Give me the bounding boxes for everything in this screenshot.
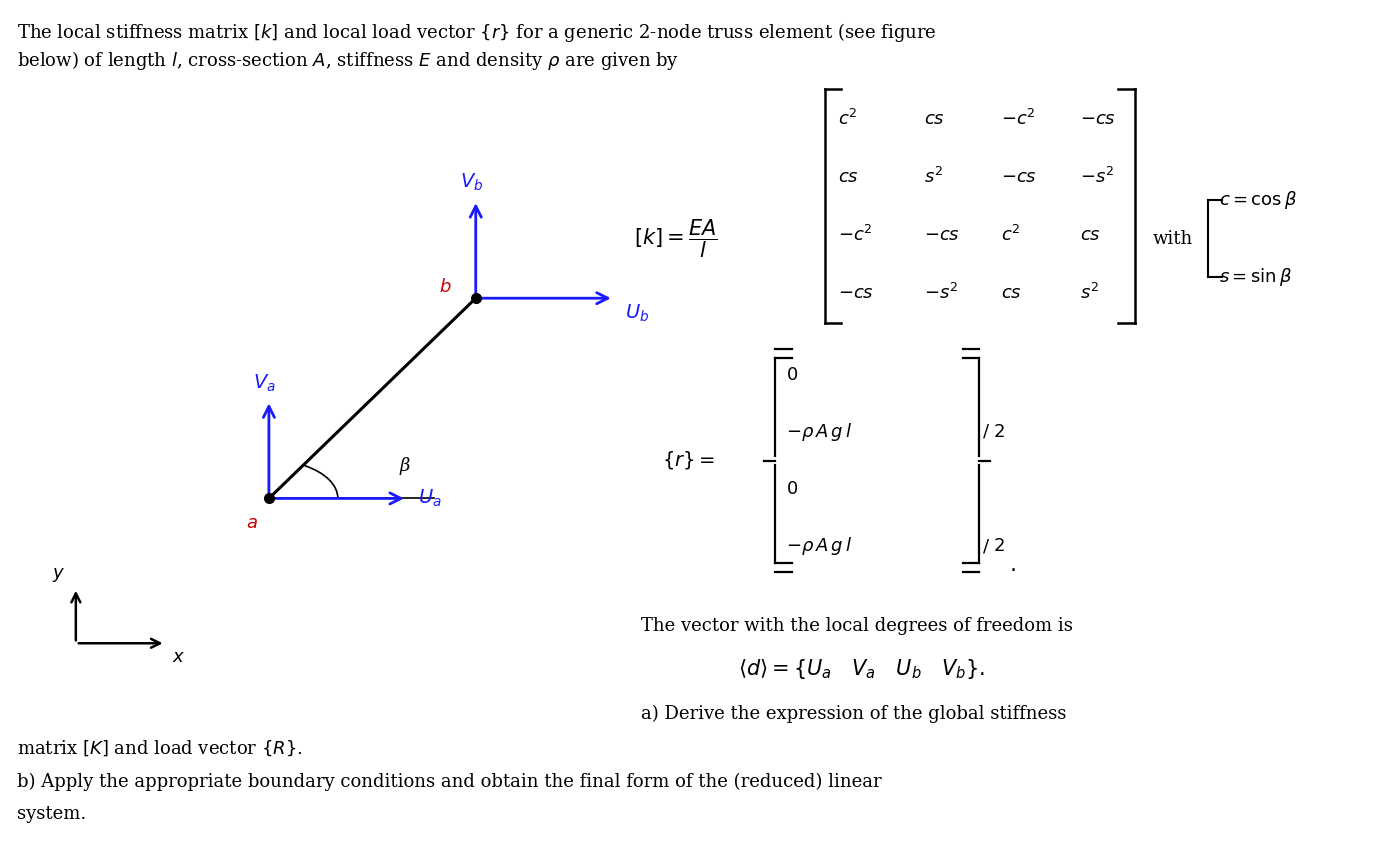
Text: $-c^2$: $-c^2$ bbox=[838, 225, 873, 245]
Text: $cs$: $cs$ bbox=[924, 110, 945, 129]
Text: $0$: $0$ bbox=[786, 480, 798, 498]
Text: $y$: $y$ bbox=[51, 566, 65, 584]
Text: $-\rho\,A\,g\,l$: $-\rho\,A\,g\,l$ bbox=[786, 421, 852, 443]
Text: $-c^2$: $-c^2$ bbox=[1001, 109, 1036, 130]
Text: $b$: $b$ bbox=[439, 278, 452, 296]
Text: a) Derive the expression of the global stiffness: a) Derive the expression of the global s… bbox=[641, 705, 1066, 723]
Text: $cs$: $cs$ bbox=[838, 168, 859, 187]
Text: β: β bbox=[400, 457, 411, 475]
Text: $-s^2$: $-s^2$ bbox=[1080, 167, 1114, 187]
Text: $/$: $/$ bbox=[982, 423, 990, 441]
Text: The local stiffness matrix $[k]$ and local load vector $\{r\}$ for a generic 2-n: The local stiffness matrix $[k]$ and loc… bbox=[17, 21, 936, 44]
Text: $cs$: $cs$ bbox=[1001, 284, 1022, 302]
Text: $-\rho\,A\,g\,l$: $-\rho\,A\,g\,l$ bbox=[786, 535, 852, 557]
Text: $U_a$: $U_a$ bbox=[418, 487, 441, 509]
Text: $V_a$: $V_a$ bbox=[254, 372, 276, 394]
Text: $-s^2$: $-s^2$ bbox=[924, 283, 958, 303]
Text: $[k] = \dfrac{EA}{l}$: $[k] = \dfrac{EA}{l}$ bbox=[634, 217, 718, 260]
Text: $c = \cos\beta$: $c = \cos\beta$ bbox=[1219, 189, 1298, 211]
Text: $V_b$: $V_b$ bbox=[461, 172, 483, 193]
Text: $c^2$: $c^2$ bbox=[838, 109, 858, 130]
Text: matrix $[K]$ and load vector $\{R\}$.: matrix $[K]$ and load vector $\{R\}$. bbox=[17, 739, 302, 757]
Text: b) Apply the appropriate boundary conditions and obtain the final form of the (r: b) Apply the appropriate boundary condit… bbox=[17, 773, 881, 792]
Text: system.: system. bbox=[17, 804, 85, 823]
Text: $-cs$: $-cs$ bbox=[924, 226, 960, 245]
Text: $\langle d \rangle = \{U_a \quad V_a \quad U_b \quad V_b\}.$: $\langle d \rangle = \{U_a \quad V_a \qu… bbox=[738, 657, 985, 681]
Text: $-cs$: $-cs$ bbox=[838, 284, 874, 302]
Text: $c^2$: $c^2$ bbox=[1001, 225, 1020, 245]
Text: $x$: $x$ bbox=[172, 648, 186, 665]
Text: $\{r\} =$: $\{r\} =$ bbox=[662, 449, 714, 471]
Text: $-cs$: $-cs$ bbox=[1001, 168, 1037, 187]
Text: $a$: $a$ bbox=[247, 514, 258, 532]
Text: $s = \sin\beta$: $s = \sin\beta$ bbox=[1219, 266, 1292, 288]
Text: $cs$: $cs$ bbox=[1080, 226, 1100, 245]
Text: $s^2$: $s^2$ bbox=[1080, 283, 1099, 303]
Text: $2$: $2$ bbox=[993, 423, 1005, 441]
Text: $0$: $0$ bbox=[786, 366, 798, 384]
Text: .: . bbox=[1009, 555, 1016, 575]
Text: The vector with the local degrees of freedom is: The vector with the local degrees of fre… bbox=[641, 617, 1073, 636]
Text: $/$: $/$ bbox=[982, 537, 990, 556]
Text: with: with bbox=[1153, 229, 1193, 248]
Text: below) of length $l$, cross-section $A$, stiffness $E$ and density $\rho$ are gi: below) of length $l$, cross-section $A$,… bbox=[17, 49, 678, 72]
Text: $s^2$: $s^2$ bbox=[924, 167, 943, 187]
Text: $2$: $2$ bbox=[993, 537, 1005, 556]
Text: $-cs$: $-cs$ bbox=[1080, 110, 1116, 129]
Text: $U_b$: $U_b$ bbox=[625, 302, 650, 324]
